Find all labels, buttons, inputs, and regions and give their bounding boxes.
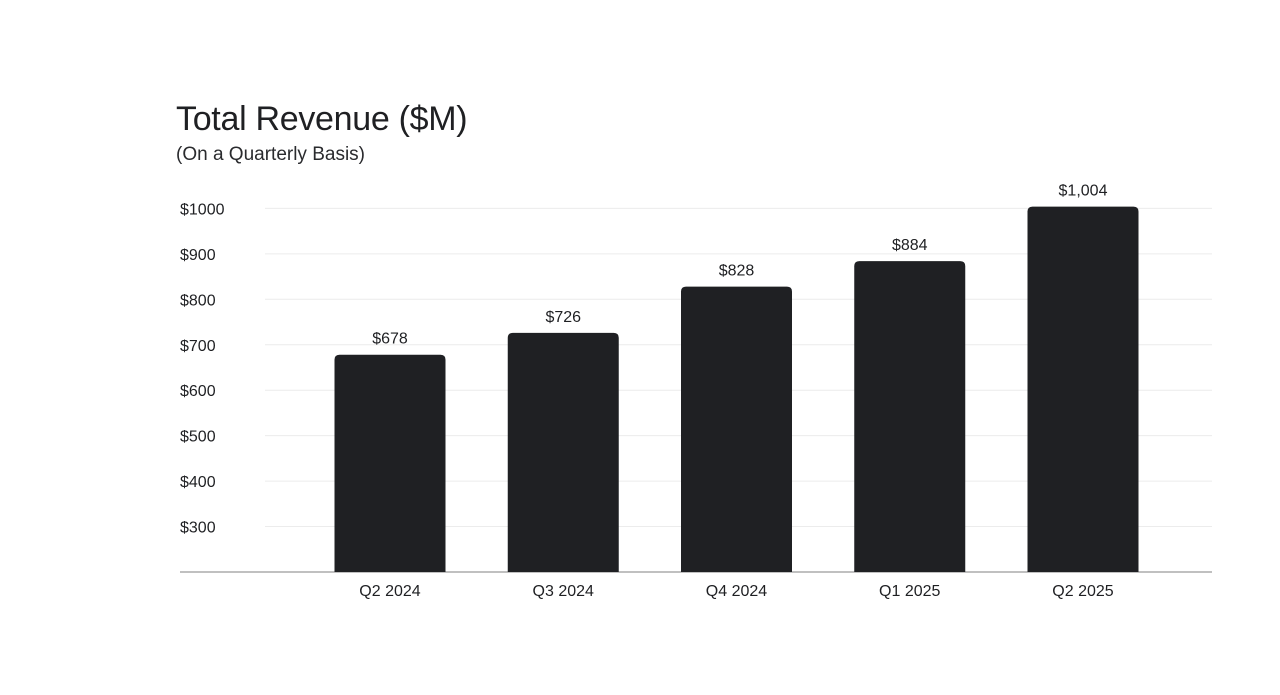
y-tick-label: $500	[180, 429, 216, 446]
chart-title: Total Revenue ($M)	[176, 100, 468, 138]
chart-subtitle: (On a Quarterly Basis)	[176, 144, 365, 165]
data-label: $678	[372, 331, 408, 348]
bar-q4-2024	[681, 286, 792, 572]
y-tick-label: $300	[180, 520, 216, 537]
data-label: $1,004	[1059, 183, 1108, 200]
bar-q2-2025	[1027, 206, 1139, 572]
x-tick-label: Q4 2024	[706, 583, 767, 600]
bar-q1-2025	[854, 261, 966, 572]
data-label: $884	[892, 237, 928, 254]
y-tick-label: $800	[180, 292, 216, 309]
y-tick-label: $900	[180, 247, 216, 264]
y-tick-label: $1000	[180, 201, 225, 218]
x-tick-label: Q1 2025	[879, 583, 940, 600]
data-label: $828	[719, 263, 755, 280]
data-label: $726	[545, 309, 581, 326]
bar-q3-2024	[507, 332, 619, 572]
x-tick-label: Q2 2025	[1052, 583, 1113, 600]
x-tick-label: Q3 2024	[533, 583, 594, 600]
x-tick-label: Q2 2024	[359, 583, 420, 600]
y-tick-label: $700	[180, 338, 216, 355]
y-tick-label: $600	[180, 383, 216, 400]
y-tick-label: $400	[180, 474, 216, 491]
bar-q2-2024	[334, 354, 446, 572]
